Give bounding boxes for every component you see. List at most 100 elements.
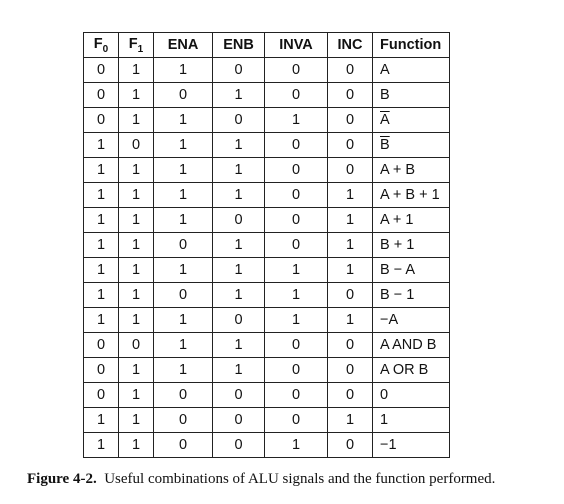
cell-ena: 0	[153, 282, 213, 308]
cell-f1: 1	[118, 232, 154, 258]
table-row: 1 1 0 0 1 0 −1	[83, 432, 450, 458]
cell-ena: 0	[153, 232, 213, 258]
cell-f1: 1	[118, 207, 154, 233]
cell-inc: 0	[327, 57, 373, 83]
cell-function: A OR B	[372, 357, 450, 383]
header-enb: ENB	[212, 32, 265, 58]
cell-inva: 0	[264, 382, 328, 408]
cell-function: B	[372, 132, 450, 158]
cell-enb: 1	[212, 132, 265, 158]
cell-inc: 1	[327, 232, 373, 258]
cell-f1: 1	[118, 382, 154, 408]
cell-inc: 0	[327, 132, 373, 158]
cell-inc: 0	[327, 357, 373, 383]
cell-function: A + B	[372, 157, 450, 183]
cell-inva: 0	[264, 132, 328, 158]
cell-f1: 1	[118, 432, 154, 458]
cell-f1: 1	[118, 407, 154, 433]
cell-enb: 0	[212, 382, 265, 408]
cell-inva: 1	[264, 432, 328, 458]
header-f1: F1	[118, 32, 154, 58]
cell-f1: 0	[118, 332, 154, 358]
cell-f0: 1	[83, 282, 119, 308]
cell-enb: 0	[212, 207, 265, 233]
header-f0: F0	[83, 32, 119, 58]
cell-enb: 1	[212, 332, 265, 358]
cell-enb: 1	[212, 82, 265, 108]
cell-enb: 1	[212, 357, 265, 383]
cell-inc: 0	[327, 432, 373, 458]
cell-f1: 1	[118, 282, 154, 308]
cell-function: A	[372, 107, 450, 133]
cell-ena: 1	[153, 157, 213, 183]
cell-f1: 1	[118, 57, 154, 83]
header-inva: INVA	[264, 32, 328, 58]
cell-inc: 1	[327, 207, 373, 233]
cell-function: B	[372, 82, 450, 108]
header-ena: ENA	[153, 32, 213, 58]
cell-f1: 1	[118, 182, 154, 208]
cell-enb: 0	[212, 407, 265, 433]
cell-enb: 1	[212, 157, 265, 183]
cell-ena: 1	[153, 357, 213, 383]
cell-inva: 0	[264, 407, 328, 433]
cell-inva: 1	[264, 257, 328, 283]
cell-ena: 1	[153, 57, 213, 83]
cell-enb: 0	[212, 57, 265, 83]
cell-ena: 1	[153, 332, 213, 358]
cell-f1: 1	[118, 82, 154, 108]
cell-function: −A	[372, 307, 450, 333]
cell-function: 0	[372, 382, 450, 408]
table-row: 1 1 1 0 1 1 −A	[83, 307, 450, 333]
cell-ena: 0	[153, 82, 213, 108]
cell-function: B − 1	[372, 282, 450, 308]
cell-f1: 0	[118, 132, 154, 158]
cell-inva: 0	[264, 357, 328, 383]
caption-text: Useful combinations of ALU signals and t…	[104, 471, 496, 487]
cell-enb: 1	[212, 282, 265, 308]
cell-inva: 0	[264, 82, 328, 108]
cell-ena: 1	[153, 182, 213, 208]
cell-enb: 0	[212, 307, 265, 333]
cell-inc: 1	[327, 182, 373, 208]
cell-f0: 0	[83, 82, 119, 108]
header-inc: INC	[327, 32, 373, 58]
cell-f0: 1	[83, 232, 119, 258]
cell-enb: 1	[212, 182, 265, 208]
cell-inva: 0	[264, 207, 328, 233]
cell-f0: 1	[83, 207, 119, 233]
cell-inva: 0	[264, 57, 328, 83]
cell-inva: 0	[264, 157, 328, 183]
cell-enb: 1	[212, 232, 265, 258]
cell-inc: 1	[327, 257, 373, 283]
cell-inva: 0	[264, 332, 328, 358]
cell-inc: 0	[327, 107, 373, 133]
cell-inva: 1	[264, 107, 328, 133]
cell-ena: 1	[153, 257, 213, 283]
cell-inva: 0	[264, 232, 328, 258]
cell-f0: 0	[83, 107, 119, 133]
cell-function: A + 1	[372, 207, 450, 233]
cell-function: 1	[372, 407, 450, 433]
cell-f0: 0	[83, 357, 119, 383]
cell-ena: 0	[153, 382, 213, 408]
cell-f0: 1	[83, 182, 119, 208]
cell-inva: 1	[264, 307, 328, 333]
cell-f0: 0	[83, 332, 119, 358]
cell-f1: 1	[118, 157, 154, 183]
cell-f0: 1	[83, 432, 119, 458]
cell-ena: 1	[153, 307, 213, 333]
cell-function: −1	[372, 432, 450, 458]
cell-f0: 1	[83, 132, 119, 158]
